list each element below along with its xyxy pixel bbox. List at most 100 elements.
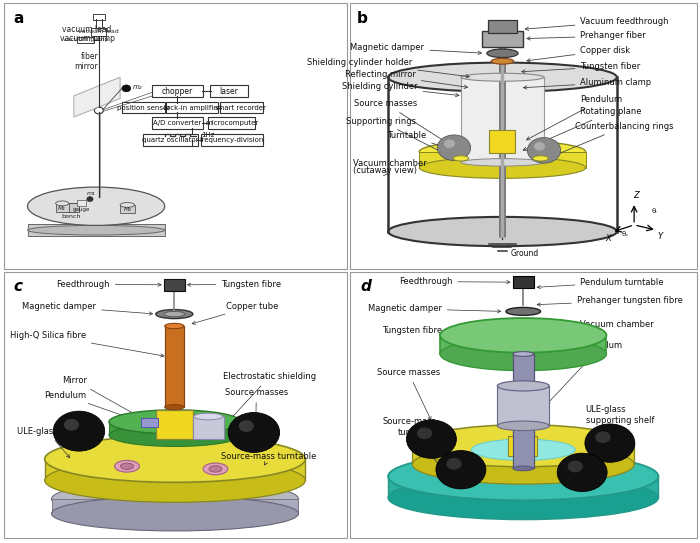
Text: quartz oscillator: quartz oscillator (143, 137, 199, 143)
FancyBboxPatch shape (108, 422, 241, 435)
FancyBboxPatch shape (52, 499, 298, 514)
Text: Feedthrough: Feedthrough (56, 280, 161, 289)
Ellipse shape (164, 405, 184, 410)
Ellipse shape (461, 159, 544, 166)
Text: Electrostatic shielding: Electrostatic shielding (223, 372, 316, 425)
Text: Source masses: Source masses (354, 99, 452, 146)
Text: c: c (14, 280, 23, 294)
Text: Tungsten fibre: Tungsten fibre (382, 326, 510, 337)
Ellipse shape (209, 466, 222, 472)
Text: a: a (14, 11, 24, 26)
FancyBboxPatch shape (512, 276, 534, 288)
Ellipse shape (440, 318, 606, 352)
Circle shape (436, 451, 486, 489)
Text: chart recorder: chart recorder (216, 105, 266, 111)
Text: mirror: mirror (74, 62, 97, 71)
Text: m₁: m₁ (87, 191, 95, 195)
Text: Copper disk: Copper disk (527, 46, 631, 62)
Ellipse shape (440, 337, 606, 371)
Text: Shielding cylinder: Shielding cylinder (342, 82, 459, 97)
Text: m₂: m₂ (132, 84, 142, 90)
Text: X: X (606, 233, 611, 243)
Ellipse shape (55, 201, 69, 206)
FancyBboxPatch shape (45, 459, 305, 481)
FancyBboxPatch shape (143, 135, 198, 146)
Ellipse shape (471, 439, 575, 460)
FancyBboxPatch shape (152, 85, 204, 97)
Text: Source masses: Source masses (377, 368, 440, 420)
Circle shape (534, 142, 545, 150)
Text: gauge: gauge (73, 207, 90, 212)
Ellipse shape (497, 421, 550, 431)
Text: laser: laser (220, 87, 239, 96)
Circle shape (585, 424, 635, 462)
Text: 1Hz: 1Hz (201, 132, 214, 138)
Text: Reflecting mirror: Reflecting mirror (345, 70, 468, 89)
Circle shape (417, 427, 432, 439)
Text: vacuum pump: vacuum pump (60, 34, 115, 43)
FancyBboxPatch shape (156, 410, 193, 439)
FancyBboxPatch shape (91, 28, 106, 36)
Text: Pendulum turntable: Pendulum turntable (537, 277, 664, 289)
Polygon shape (141, 418, 158, 427)
Ellipse shape (412, 445, 634, 484)
Text: ULE-glass disk: ULE-glass disk (17, 427, 77, 458)
Ellipse shape (506, 307, 540, 315)
Text: Z: Z (633, 191, 638, 200)
Text: Shielding cylinder holder: Shielding cylinder holder (307, 58, 469, 78)
Text: Y: Y (657, 231, 663, 241)
FancyBboxPatch shape (388, 77, 617, 231)
Ellipse shape (419, 141, 586, 163)
Text: M₁: M₁ (58, 206, 66, 211)
Circle shape (407, 420, 456, 458)
Ellipse shape (115, 460, 139, 472)
Text: Magnetic damper: Magnetic damper (22, 302, 153, 315)
Text: position sensor: position sensor (117, 105, 170, 111)
FancyBboxPatch shape (461, 77, 544, 162)
FancyBboxPatch shape (508, 437, 537, 457)
Text: Vacuum feedthrough: Vacuum feedthrough (525, 17, 669, 30)
Ellipse shape (487, 49, 518, 58)
Text: (cutaway view): (cutaway view) (354, 166, 417, 175)
Circle shape (228, 413, 279, 452)
Text: θᵣ: θᵣ (652, 208, 658, 214)
Text: Pendulum: Pendulum (43, 391, 153, 426)
Ellipse shape (120, 203, 134, 207)
Ellipse shape (52, 481, 298, 517)
FancyBboxPatch shape (488, 20, 517, 33)
Ellipse shape (52, 496, 298, 531)
Ellipse shape (164, 324, 184, 329)
Ellipse shape (461, 73, 544, 81)
FancyBboxPatch shape (489, 130, 515, 153)
Ellipse shape (533, 156, 548, 161)
Circle shape (239, 420, 254, 432)
FancyBboxPatch shape (77, 200, 86, 206)
Text: vacuum pump: vacuum pump (63, 37, 108, 42)
Ellipse shape (194, 413, 223, 420)
Text: Supporting rings: Supporting rings (346, 117, 451, 157)
FancyBboxPatch shape (513, 354, 533, 469)
Text: Counterbalancing rings: Counterbalancing rings (551, 122, 673, 157)
Ellipse shape (491, 58, 514, 64)
Text: vacuum lead: vacuum lead (78, 29, 119, 35)
Text: Source-mass turntable: Source-mass turntable (221, 452, 316, 465)
Text: microcomputer: microcomputer (205, 120, 258, 126)
FancyBboxPatch shape (77, 37, 94, 43)
Circle shape (87, 197, 93, 201)
Text: Ground: Ground (511, 249, 540, 258)
FancyBboxPatch shape (202, 135, 263, 146)
Text: Source-mass
turntable: Source-mass turntable (383, 418, 442, 468)
FancyBboxPatch shape (60, 203, 79, 212)
Ellipse shape (109, 424, 241, 446)
Text: chopper: chopper (162, 87, 193, 96)
Text: Magnetic damper: Magnetic damper (351, 43, 482, 54)
Text: θₛ: θₛ (622, 231, 629, 237)
Text: Vacuum chamber: Vacuum chamber (554, 320, 654, 336)
Text: A/D converter: A/D converter (153, 120, 202, 126)
Text: High-Q Silica fibre: High-Q Silica fibre (10, 331, 164, 357)
Text: Prehanger tungsten fibre: Prehanger tungsten fibre (537, 296, 682, 306)
FancyBboxPatch shape (193, 416, 224, 439)
Text: bench: bench (62, 214, 81, 219)
Text: Rotating plane: Rotating plane (523, 108, 642, 150)
Ellipse shape (388, 476, 659, 520)
